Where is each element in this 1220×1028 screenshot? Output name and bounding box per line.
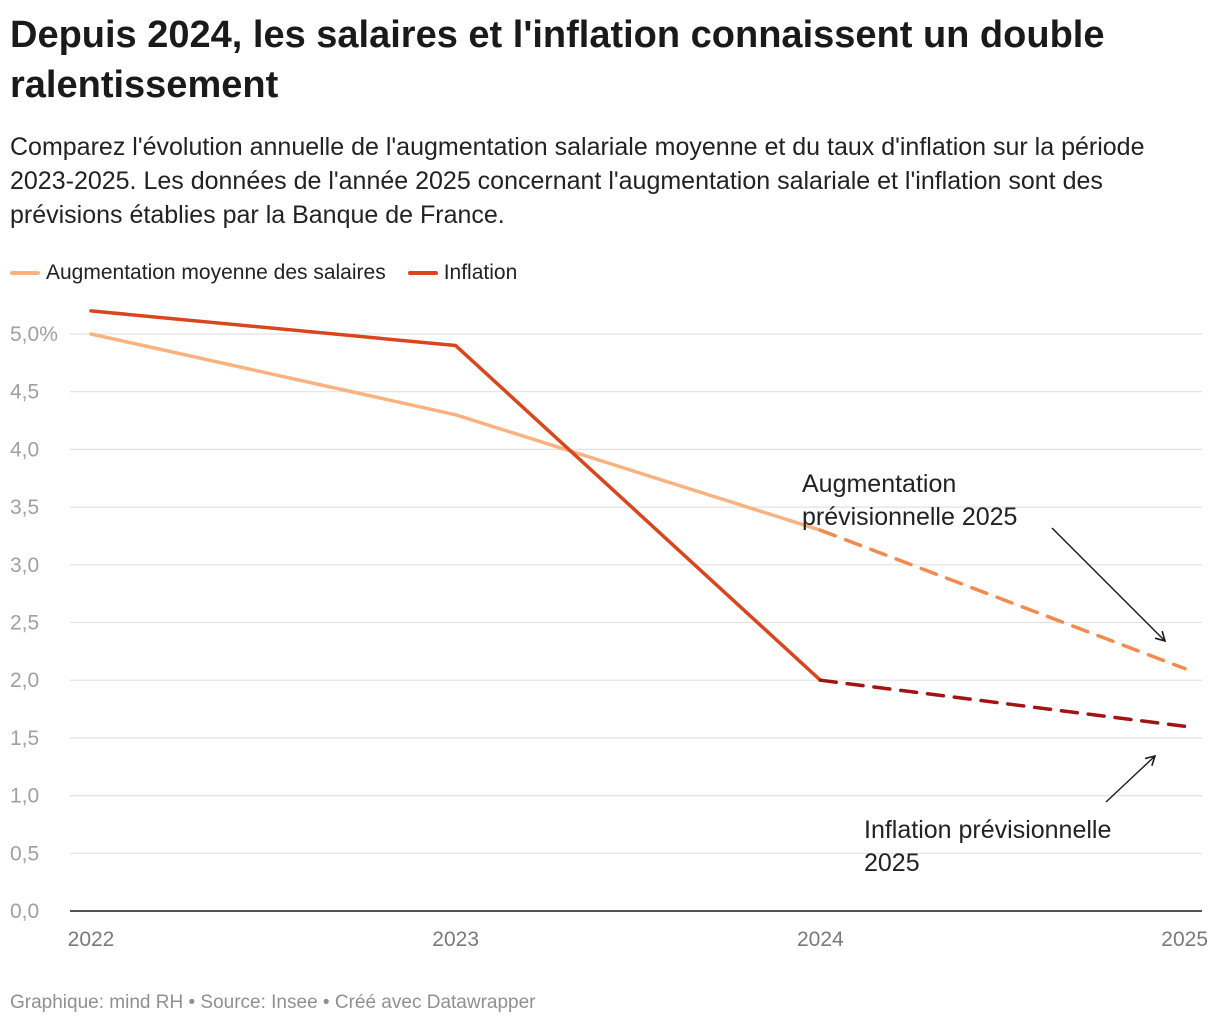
x-tick-label: 2024 (797, 928, 844, 951)
annotation-inflation-line-1: Inflation prévisionnelle (864, 816, 1111, 844)
y-tick-label: 3,5 (10, 496, 39, 519)
x-tick-label: 2025 (1161, 928, 1208, 951)
annotation-salaires-line-1: Augmentation (802, 470, 956, 498)
legend-item-inflation: Inflation (407, 261, 518, 285)
legend: Augmentation moyenne des salaires Inflat… (10, 258, 539, 288)
series-line-salaires (89, 332, 823, 532)
y-tick-label: 0,0 (10, 900, 39, 923)
legend-label-salaires: Augmentation moyenne des salaires (46, 261, 386, 284)
annotation-inflation-line-2: 2025 (864, 849, 920, 877)
series (89, 309, 1187, 729)
footer-credits: Graphique: mind RH • Source: Insee • Cré… (10, 992, 536, 1013)
annotation-salaires: Augmentation prévisionnelle 2025 (802, 470, 1017, 531)
annotation-inflation: Inflation prévisionnelle 2025 (864, 816, 1118, 877)
series-forecast-line-salaires (818, 528, 1187, 671)
legend-swatch-salaires (10, 271, 40, 275)
annotation-arrow-salaires (1051, 527, 1167, 643)
y-tick-label: 2,5 (10, 612, 39, 635)
x-tick-label: 2022 (68, 928, 115, 951)
y-tick-label: 4,5 (10, 381, 39, 404)
line-chart: 0,0 0,5 1,0 1,5 2,0 2,5 3,0 3,5 4,0 4,5 5,0% 2022 20… (10, 309, 1208, 951)
annotation-salaires-line-2: prévisionnelle 2025 (802, 503, 1017, 531)
legend-item-salaires: Augmentation moyenne des salaires (10, 261, 386, 285)
chart-subtitle: Comparez l'évolution annuelle de l'augme… (10, 133, 1145, 229)
x-tick-label: 2023 (432, 928, 479, 951)
chart-title: Depuis 2024, les salaires et l'inflation… (10, 14, 1105, 106)
y-tick-label: 3,0 (10, 554, 39, 577)
y-tick-label: 5,0% (10, 323, 58, 346)
y-tick-label: 4,0 (10, 438, 39, 461)
annotation-arrow-inflation (1105, 754, 1157, 803)
y-tick-label: 1,5 (10, 727, 39, 750)
y-tick-label: 2,0 (10, 669, 39, 692)
series-forecast-line-inflation (818, 678, 1187, 729)
annotations: Augmentation prévisionnelle 2025 Inflati… (802, 470, 1167, 877)
legend-swatch-inflation (407, 271, 438, 275)
legend-label-inflation: Inflation (443, 261, 518, 284)
y-tick-label: 1,0 (10, 785, 39, 808)
grid: 0,0 0,5 1,0 1,5 2,0 2,5 3,0 3,5 4,0 4,5 5,0% 2022 20… (10, 323, 1208, 951)
y-tick-label: 0,5 (10, 842, 39, 865)
series-line-inflation (89, 309, 823, 682)
